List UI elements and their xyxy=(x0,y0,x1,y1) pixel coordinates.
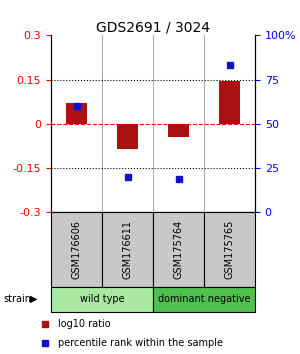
Text: ▶: ▶ xyxy=(30,294,38,304)
Text: GSM176606: GSM176606 xyxy=(71,220,82,279)
Bar xyxy=(102,212,153,287)
Text: strain: strain xyxy=(3,294,31,304)
Text: dominant negative: dominant negative xyxy=(158,294,250,304)
Bar xyxy=(153,287,255,312)
Title: GDS2691 / 3024: GDS2691 / 3024 xyxy=(96,20,210,34)
Bar xyxy=(51,287,153,312)
Bar xyxy=(51,212,102,287)
Bar xyxy=(117,124,138,149)
Text: GSM175765: GSM175765 xyxy=(224,220,235,279)
Text: percentile rank within the sample: percentile rank within the sample xyxy=(58,338,223,348)
Text: GSM176611: GSM176611 xyxy=(122,220,133,279)
Text: log10 ratio: log10 ratio xyxy=(58,319,110,329)
Bar xyxy=(204,212,255,287)
Bar xyxy=(219,81,240,124)
Bar xyxy=(168,124,189,137)
Text: wild type: wild type xyxy=(80,294,124,304)
Bar xyxy=(66,103,87,124)
Text: GSM175764: GSM175764 xyxy=(173,220,184,279)
Bar xyxy=(153,212,204,287)
